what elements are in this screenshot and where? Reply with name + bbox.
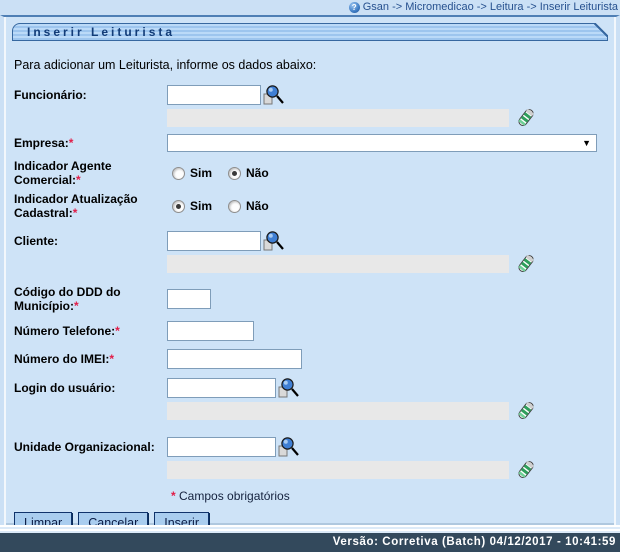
- required-asterisk: *: [115, 324, 120, 338]
- agente-comercial-label: Indicador Agente Comercial:*: [14, 159, 167, 187]
- chevron-down-icon: ▼: [582, 138, 591, 148]
- agente-comercial-nao-label: Não: [246, 166, 269, 180]
- help-globe-icon[interactable]: ?: [348, 1, 360, 13]
- funcionario-label: Funcionário:: [14, 88, 167, 102]
- cliente-descricao-field: [167, 255, 509, 273]
- funcionario-descricao-field: [167, 109, 509, 127]
- telefone-input[interactable]: [167, 321, 254, 341]
- cliente-row: Cliente:: [10, 230, 610, 251]
- unidade-row: Unidade Organizacional:: [10, 436, 610, 457]
- unidade-label: Unidade Organizacional:: [14, 440, 167, 454]
- ddd-input[interactable]: [167, 289, 211, 309]
- atualizacao-cadastral-nao-radio[interactable]: [228, 199, 242, 213]
- cliente-label-text: Cliente:: [14, 233, 59, 248]
- agente-comercial-sim-radio[interactable]: [172, 166, 185, 180]
- unidade-descricao-row: [10, 459, 610, 481]
- atualizacao-cadastral-nao-label: Não: [246, 199, 269, 213]
- login-descricao-row: [10, 400, 610, 422]
- empresa-label: Empresa:*: [14, 136, 167, 150]
- empresa-label-text: Empresa:: [14, 136, 69, 150]
- required-fields-note: * Campos obrigatórios: [171, 489, 610, 503]
- funcionario-label-text: Funcionário:: [14, 87, 87, 102]
- atualizacao-cadastral-sim-radio[interactable]: [172, 199, 185, 213]
- login-clear-icon[interactable]: [516, 400, 535, 422]
- funcionario-clear-icon[interactable]: [516, 107, 535, 129]
- funcionario-descricao-row: [10, 107, 610, 129]
- required-asterisk: *: [68, 136, 74, 150]
- login-input[interactable]: [167, 377, 276, 398]
- empresa-row: Empresa:* ▼: [10, 134, 610, 152]
- telefone-row: Número Telefone:*: [10, 321, 610, 341]
- funcionario-input[interactable]: [167, 84, 261, 105]
- required-asterisk: *: [76, 173, 81, 187]
- required-asterisk: *: [109, 352, 115, 366]
- unidade-input[interactable]: [167, 436, 276, 457]
- agente-comercial-nao-radio[interactable]: [228, 166, 242, 180]
- funcionario-row: Funcionário:: [10, 84, 610, 105]
- ddd-row: Código do DDD do Município:*: [10, 285, 610, 313]
- cliente-search-icon[interactable]: [263, 230, 284, 251]
- atualizacao-cadastral-sim-label: Sim: [190, 199, 213, 213]
- cliente-descricao-row: [10, 253, 610, 275]
- agente-comercial-row: Indicador Agente Comercial:* Sim Não: [10, 159, 610, 187]
- page-title-bar: Inserir Leiturista: [12, 23, 608, 41]
- login-label: Login do usuário:: [14, 381, 167, 395]
- funcionario-search-icon[interactable]: [263, 84, 284, 105]
- required-asterisk: *: [74, 299, 79, 313]
- unidade-clear-icon[interactable]: [516, 459, 535, 481]
- login-search-icon[interactable]: [278, 377, 299, 398]
- atualizacao-cadastral-label: Indicador Atualização Cadastral:*: [14, 192, 167, 220]
- footer-stripe-gap: [0, 525, 620, 533]
- breadcrumb[interactable]: Gsan -> Micromedicao -> Leitura -> Inser…: [362, 1, 618, 13]
- empresa-select[interactable]: ▼: [167, 134, 597, 152]
- imei-label: Número do IMEI:*: [14, 352, 167, 366]
- ddd-label-text: Código do DDD do Município:: [14, 285, 121, 313]
- required-fields-note-text: Campos obrigatórios: [179, 489, 290, 503]
- login-row: Login do usuário:: [10, 377, 610, 398]
- eraser-icon: [518, 255, 534, 272]
- agente-comercial-label-text: Indicador Agente Comercial:: [14, 159, 112, 187]
- search-icon: [263, 85, 284, 105]
- imei-row: Número do IMEI:*: [10, 349, 610, 369]
- search-icon: [278, 378, 299, 398]
- telefone-label: Número Telefone:*: [14, 324, 167, 338]
- agente-comercial-sim-label: Sim: [190, 166, 213, 180]
- eraser-icon: [518, 402, 534, 419]
- version-footer: Versão: Corretiva (Batch) 04/12/2017 - 1…: [0, 533, 620, 552]
- imei-input[interactable]: [167, 349, 302, 369]
- atualizacao-cadastral-row: Indicador Atualização Cadastral:* Sim Nã…: [10, 192, 610, 220]
- unidade-descricao-field: [167, 461, 509, 479]
- cliente-input[interactable]: [167, 230, 261, 251]
- atualizacao-cadastral-label-text: Indicador Atualização Cadastral:: [14, 192, 138, 220]
- breadcrumb-bar: ? Gsan -> Micromedicao -> Leitura -> Ins…: [0, 0, 620, 14]
- login-label-text: Login do usuário:: [14, 380, 116, 395]
- telefone-label-text: Número Telefone:: [14, 324, 116, 338]
- login-descricao-field: [167, 402, 509, 420]
- unidade-search-icon[interactable]: [278, 436, 299, 457]
- cliente-label: Cliente:: [14, 234, 167, 248]
- eraser-icon: [518, 109, 534, 126]
- form-panel: Inserir Leiturista Para adicionar um Lei…: [0, 15, 620, 533]
- unidade-label-text: Unidade Organizacional:: [14, 439, 155, 454]
- intro-text: Para adicionar um Leiturista, informe os…: [14, 58, 317, 72]
- title-corner-cut: [594, 23, 608, 37]
- cliente-clear-icon[interactable]: [516, 253, 535, 275]
- page-title: Inserir Leiturista: [27, 25, 176, 39]
- required-asterisk: *: [171, 489, 176, 503]
- imei-label-text: Número do IMEI:: [14, 352, 110, 366]
- search-icon: [263, 231, 284, 251]
- eraser-icon: [518, 461, 534, 478]
- ddd-label: Código do DDD do Município:*: [14, 285, 167, 313]
- required-asterisk: *: [72, 206, 78, 220]
- search-icon: [278, 437, 299, 457]
